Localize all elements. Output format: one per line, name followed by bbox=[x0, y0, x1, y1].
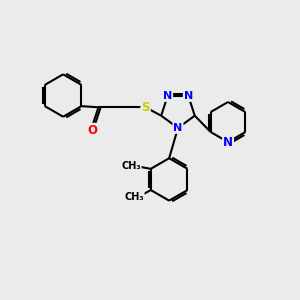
Text: N: N bbox=[184, 91, 193, 101]
Text: S: S bbox=[141, 101, 150, 114]
Text: N: N bbox=[163, 91, 172, 101]
Text: O: O bbox=[88, 124, 98, 137]
Text: CH₃: CH₃ bbox=[124, 192, 144, 203]
Text: N: N bbox=[173, 123, 183, 133]
Text: N: N bbox=[223, 136, 233, 148]
Text: CH₃: CH₃ bbox=[121, 161, 141, 171]
